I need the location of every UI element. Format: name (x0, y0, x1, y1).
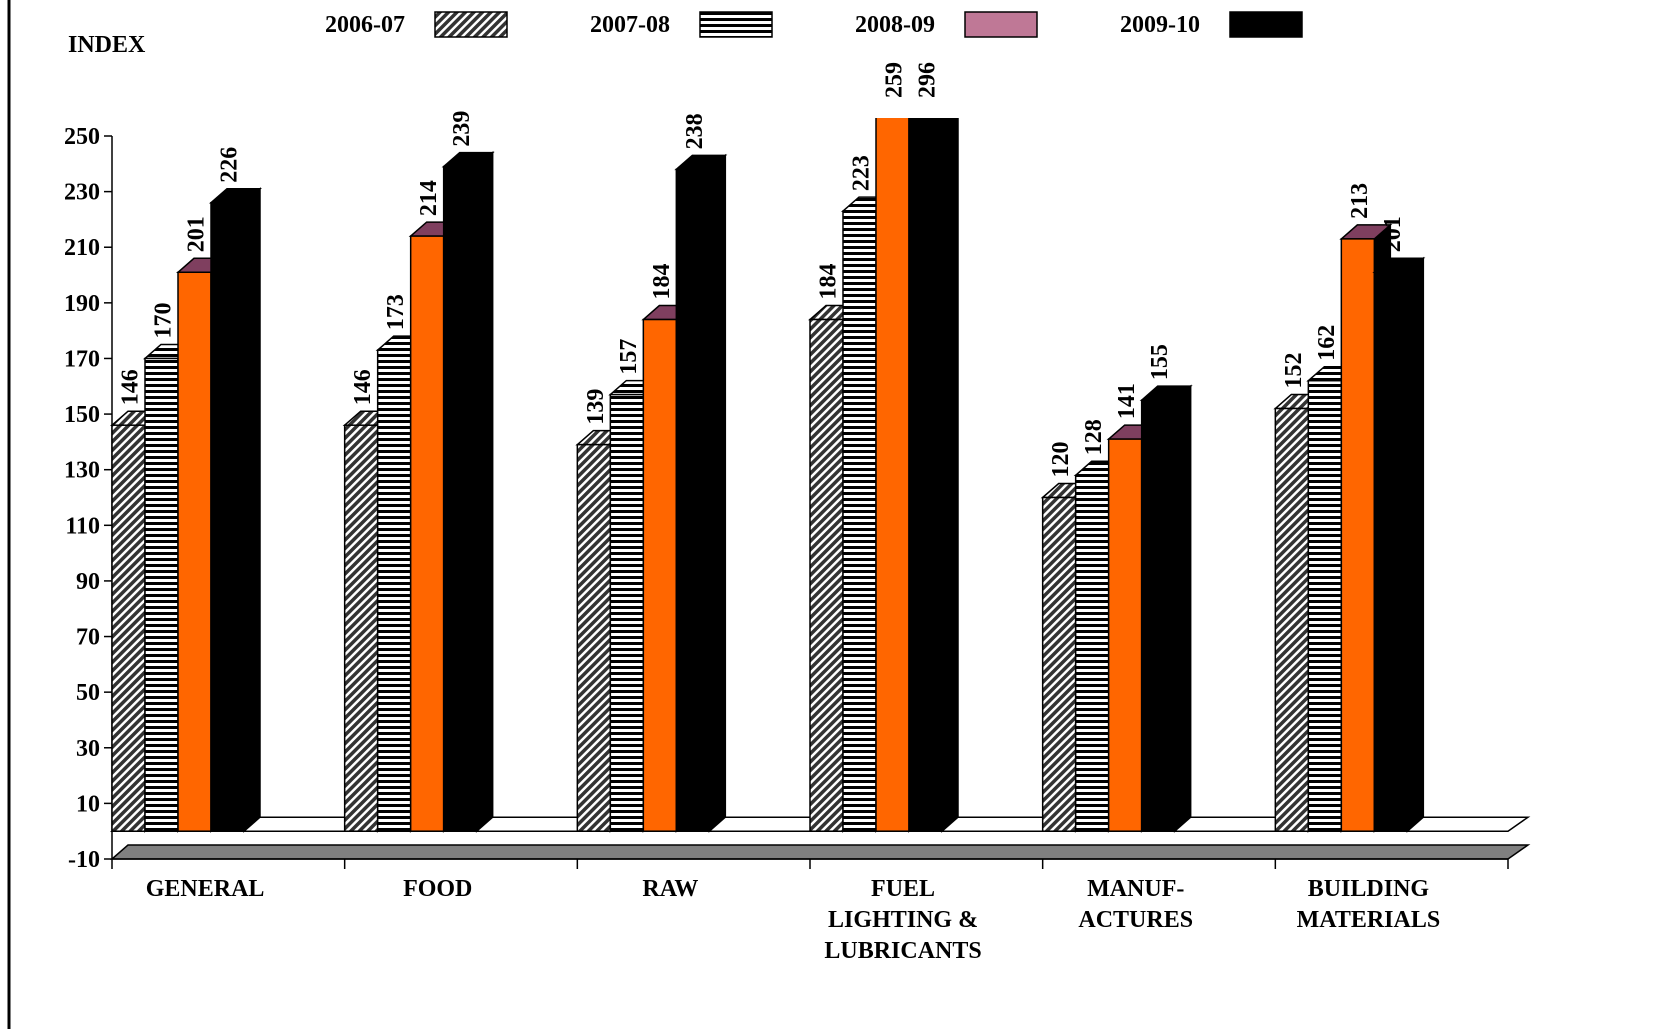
bar (1041, 496, 1077, 832)
y-tick-label: 110 (65, 513, 100, 539)
bar-side (243, 187, 261, 833)
y-tick-label: 230 (64, 180, 100, 206)
value-label: 141 (1114, 383, 1140, 419)
value-label: 152 (1281, 353, 1307, 389)
bar-side (708, 153, 727, 833)
bar (1074, 474, 1110, 832)
bar-side (475, 150, 494, 833)
bar-top (909, 0, 958, 8)
value-label: 162 (1314, 325, 1340, 361)
x-tick-label: RAW (642, 876, 698, 902)
bar-side (1173, 384, 1192, 833)
y-tick-label: 190 (64, 291, 100, 317)
legend-label: 2008-09 (855, 12, 935, 38)
legend-swatch (1229, 11, 1303, 38)
bar (875, 118, 910, 832)
bars (110, 0, 1426, 833)
y-tick-label: 250 (64, 124, 100, 150)
bar (1274, 407, 1310, 832)
value-label: 238 (682, 113, 708, 149)
bar (1340, 238, 1376, 832)
x-tick-label: GENERAL (146, 876, 265, 902)
legend-label: 2006-07 (325, 12, 405, 38)
bar (1140, 399, 1176, 832)
y-tick-label: 70 (76, 625, 100, 651)
bar (1373, 271, 1409, 832)
x-tick-label: MANUF-ACTURES (1078, 876, 1193, 933)
value-label: 170 (151, 302, 177, 338)
bar (675, 168, 711, 832)
bar (343, 424, 379, 832)
y-tick-label: 10 (76, 791, 100, 817)
value-label: 139 (583, 389, 609, 425)
legend-swatch (699, 11, 773, 38)
value-label: 239 (449, 111, 475, 147)
value-label: 213 (1347, 183, 1373, 219)
value-label: 155 (1147, 344, 1173, 380)
y-tick-label: 50 (76, 680, 100, 706)
value-label: 184 (649, 264, 675, 300)
bar-side (941, 118, 959, 833)
bar (809, 318, 844, 832)
bar (609, 393, 645, 832)
value-label: 173 (383, 294, 409, 330)
value-label: 184 (816, 264, 842, 300)
y-tick-label: 170 (64, 346, 100, 372)
y-tick-label: 130 (64, 458, 100, 484)
bar (642, 318, 678, 832)
value-label: 146 (118, 369, 144, 405)
bar (210, 201, 245, 832)
bar-side (1406, 256, 1425, 833)
y-tick-label: 90 (76, 569, 100, 595)
bar-top (876, 97, 925, 111)
bar (442, 165, 478, 832)
bar (376, 349, 412, 832)
value-label: 223 (849, 155, 875, 191)
y-tick-label: 30 (76, 736, 100, 762)
value-label: 120 (1048, 442, 1074, 478)
value-label: 157 (616, 339, 642, 375)
legend-swatch (434, 11, 508, 38)
bar (409, 235, 445, 832)
value-label: 146 (350, 369, 376, 405)
bar (842, 210, 877, 832)
bar (177, 271, 212, 832)
bar (1107, 438, 1143, 832)
y-tick-label: -10 (68, 847, 100, 873)
bar (111, 424, 146, 832)
bar (576, 443, 612, 832)
value-label: 214 (416, 180, 442, 216)
value-label: 201 (184, 216, 210, 252)
value-label: 259 (882, 62, 908, 98)
bar (144, 357, 179, 832)
floor-slab (110, 844, 1531, 860)
value-label: 296 (915, 62, 941, 98)
legend-swatch (964, 11, 1038, 38)
value-label: 128 (1081, 419, 1107, 455)
value-label: 201 (1380, 216, 1406, 252)
x-tick-label: FOOD (403, 876, 472, 902)
x-tick-label: FUEL LIGHTING & LUBRICANTS (824, 876, 981, 964)
bar (908, 118, 943, 832)
y-tick-label: 150 (64, 402, 100, 428)
legend-label: 2009-10 (1120, 12, 1200, 38)
value-label: 226 (217, 147, 243, 183)
y-axis-title: INDEX (68, 32, 146, 58)
bar (1307, 379, 1343, 832)
y-tick-label: 210 (64, 235, 100, 261)
legend-label: 2007-08 (590, 12, 670, 38)
x-tick-label: BUILDING MATERIALS (1297, 876, 1441, 933)
